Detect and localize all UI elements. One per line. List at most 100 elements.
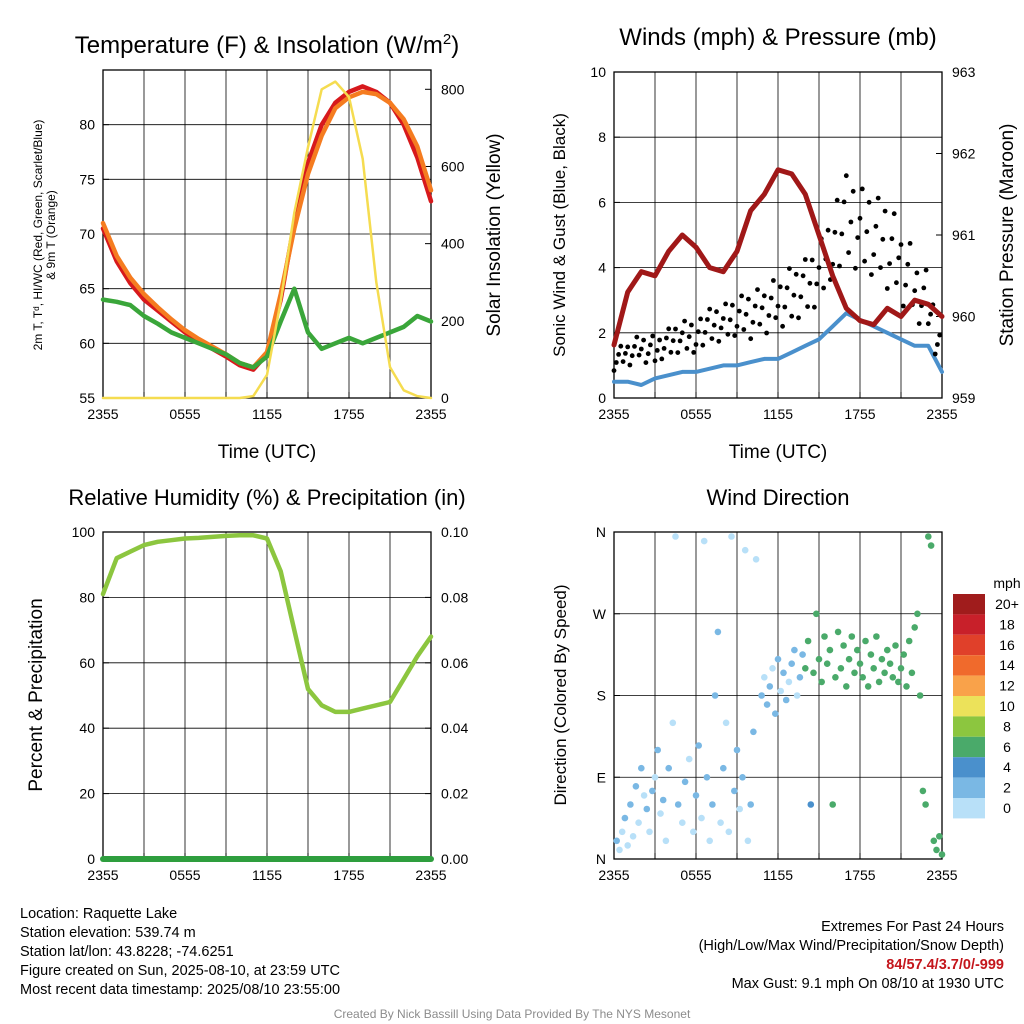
wind-direction-point — [854, 646, 861, 654]
colorbar-label: 0 — [1003, 800, 1011, 816]
humidity-y2tick-label: 0.08 — [441, 589, 468, 605]
wind-direction-point — [818, 678, 825, 686]
winds-xtick-label: 2355 — [598, 406, 629, 422]
wind-direction-point — [796, 674, 804, 681]
temperature-xtick-label: 1755 — [333, 406, 364, 422]
wind-direction-point — [922, 801, 929, 808]
colorbar-swatch — [953, 614, 985, 635]
winds-gust-point — [773, 315, 779, 321]
winds-gust-point — [730, 302, 735, 308]
humidity-series-relative-humidity — [100, 533, 434, 715]
colorbar-swatch — [953, 757, 985, 778]
winds-gust-point — [689, 322, 694, 328]
wind-direction-point — [840, 642, 847, 649]
winds-gust-point — [784, 285, 790, 291]
humidity-ytick-label: 0 — [87, 851, 95, 867]
wind-direction-point — [629, 833, 637, 840]
winds-gust-point — [807, 280, 813, 286]
wind-direction-point — [826, 646, 834, 654]
winds-gust-point — [698, 316, 703, 322]
temperature-y2tick-label: 0 — [441, 390, 449, 406]
colorbar-swatch — [953, 634, 985, 656]
wind-direction-point — [643, 805, 651, 813]
winds-gust-point — [825, 227, 831, 233]
wind-direction-point — [927, 542, 935, 549]
wind-direction-point — [635, 819, 642, 826]
winds-gust-point — [736, 308, 742, 314]
winds-gust-point — [657, 337, 662, 343]
winds-gust-point — [620, 359, 626, 364]
winds-gust-point — [791, 292, 797, 298]
wind-direction-point — [669, 719, 677, 727]
winds-gust-point — [673, 326, 678, 332]
temperature-series-solar-insolation — [101, 80, 433, 400]
winds-gust-point — [878, 265, 883, 270]
colorbar-swatch — [953, 675, 985, 696]
winds-gust-point — [800, 273, 806, 279]
wind-direction-point — [911, 624, 918, 631]
winds-gust-point — [752, 303, 758, 309]
wind-direction-point — [728, 533, 735, 540]
wind-direction-point — [657, 810, 664, 817]
winds-gust-point — [850, 188, 856, 194]
winds-gust-point — [700, 342, 706, 348]
temperature-ylabel-line1: 2m T, Tᵈ, HI/WC (Red, Green, Scarlet/Blu… — [31, 120, 45, 351]
temperature-title-main: Temperature (F) & Insolation (W/m — [75, 32, 443, 59]
temperature-title-sup: 2 — [443, 31, 451, 48]
wind-direction-point — [733, 746, 741, 754]
winds-y2tick-label: 963 — [952, 64, 976, 80]
winds-gust-point — [625, 344, 631, 350]
winds-gust-point — [720, 316, 726, 321]
winds-gust-point — [695, 329, 701, 335]
wind-direction-ytick-label: N — [596, 524, 606, 540]
winds-gust-point — [907, 241, 913, 246]
winds-gust-point — [796, 315, 801, 321]
temperature-ytick-label: 55 — [79, 390, 95, 406]
winds-xtick-label: 0555 — [680, 406, 711, 422]
wind-direction-point — [829, 801, 836, 808]
winds-series-sonic-wind — [612, 311, 944, 387]
wind-direction-point — [903, 683, 910, 690]
winds-gust-point — [834, 197, 840, 203]
wind-direction-point — [810, 669, 817, 677]
colorbar-label: 16 — [999, 637, 1015, 653]
temperature-xtick-label: 0555 — [169, 406, 200, 422]
temperature-y2tick-label: 600 — [441, 158, 465, 174]
winds-gust-point — [746, 296, 751, 302]
colorbar-label: 6 — [1003, 739, 1011, 755]
temperature-xlabel: Time (UTC) — [218, 442, 317, 463]
wind-direction-point — [624, 842, 631, 849]
wind-direction-point — [739, 774, 746, 781]
location-text: Location: Raquette Lake — [20, 906, 178, 922]
humidity-y2tick-label: 0.00 — [441, 851, 468, 867]
wind-direction-point — [654, 746, 661, 754]
winds-gust-point — [896, 255, 902, 261]
wind-direction-point — [905, 637, 913, 645]
winds-gust-point — [875, 195, 881, 201]
wind-direction-point — [741, 546, 749, 554]
wind-direction-ytick-label: N — [596, 851, 606, 867]
temperature-xtick-label: 1155 — [252, 406, 282, 422]
winds-gust-point — [932, 351, 938, 357]
winds-gust-point — [739, 293, 744, 299]
winds-gust-point — [616, 352, 621, 357]
winds-gust-point — [912, 288, 918, 294]
winds-gust-point — [859, 186, 865, 192]
wind-direction-point — [785, 678, 793, 686]
temperature-xtick-label: 2355 — [415, 406, 446, 422]
wind-direction-point — [802, 665, 809, 672]
wind-direction-point — [692, 792, 700, 799]
colorbar-label: 8 — [1003, 718, 1011, 734]
winds-gust-point — [937, 332, 943, 338]
winds-xtick-label: 1155 — [763, 406, 793, 422]
wind-direction-point — [799, 651, 806, 658]
winds-gust-point — [843, 173, 849, 179]
wind-direction-point — [930, 837, 938, 845]
winds-gust-point — [757, 321, 763, 327]
winds-gust-point — [659, 356, 665, 362]
winds-gust-point — [935, 342, 940, 347]
winds-gust-point — [718, 325, 724, 331]
winds-gust-point — [693, 342, 699, 347]
wind-direction-ytick-label: S — [597, 688, 606, 704]
